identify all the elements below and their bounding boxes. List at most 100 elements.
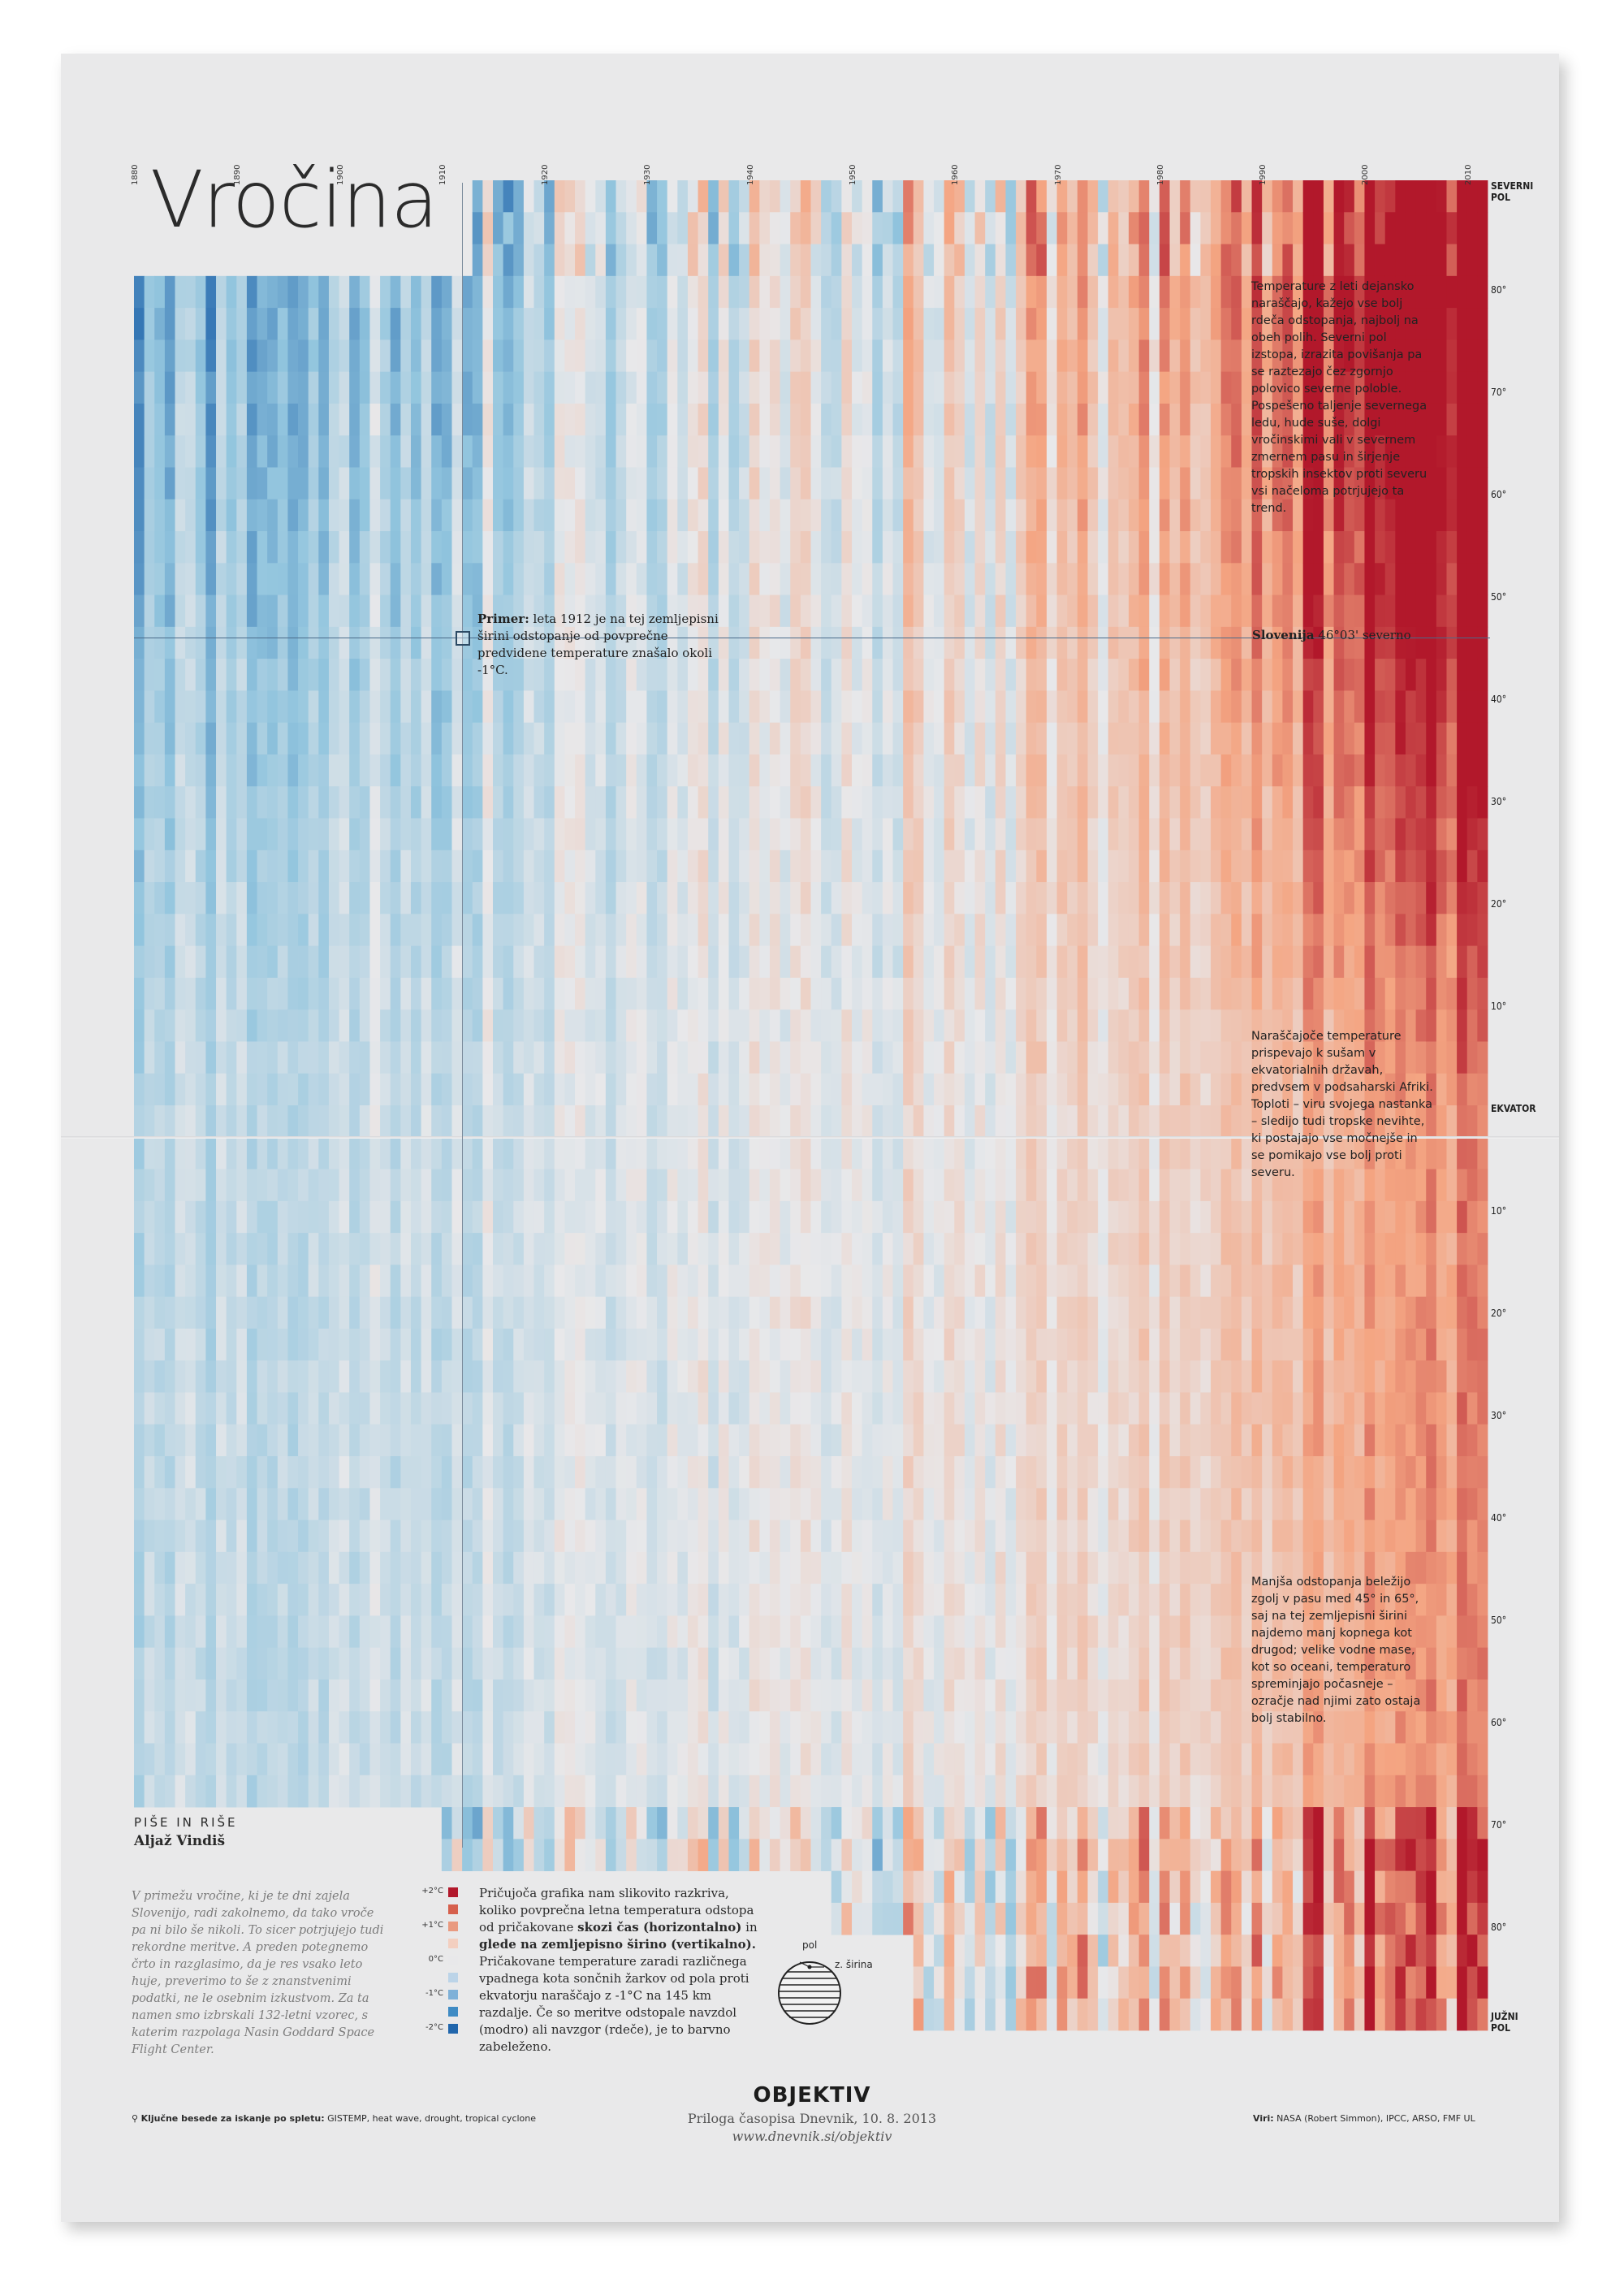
heat-cell — [595, 1743, 607, 1776]
heat-cell — [1005, 1647, 1017, 1680]
heat-cell — [328, 850, 339, 883]
heat-cell — [226, 1743, 237, 1776]
heat-cell — [595, 626, 607, 659]
heat-cell — [493, 594, 504, 628]
heat-cell — [687, 1200, 698, 1234]
heat-cell — [1067, 275, 1078, 309]
heat-cell — [821, 244, 832, 277]
heat-cell — [1056, 722, 1068, 755]
heat-cell — [236, 1200, 248, 1234]
heat-cell — [328, 882, 339, 914]
heat-cell — [892, 563, 904, 595]
heat-cell — [595, 1265, 607, 1298]
heat-cell — [605, 531, 616, 564]
heat-cell — [267, 1520, 279, 1553]
heat-cell — [349, 339, 361, 373]
heat-cell — [1026, 977, 1037, 1010]
heat-cell — [246, 1456, 257, 1489]
heat-cell — [575, 1743, 586, 1776]
heat-cell — [318, 1711, 330, 1744]
heat-cell — [298, 1200, 309, 1234]
heat-cell — [1067, 1775, 1078, 1808]
heat-cell — [687, 659, 698, 691]
heat-cell — [195, 786, 206, 819]
heat-cell — [216, 435, 227, 468]
heat-cell — [1016, 1233, 1027, 1265]
heat-cell — [564, 1360, 576, 1393]
heat-cell — [1067, 212, 1078, 244]
heat-cell — [195, 1073, 206, 1106]
heat-cell — [277, 626, 288, 659]
heat-cell — [892, 945, 904, 979]
heat-cell — [451, 1233, 463, 1265]
heat-cell — [862, 914, 873, 947]
heat-cell — [544, 1647, 555, 1680]
heat-cell — [821, 371, 832, 404]
heat-cell — [236, 467, 248, 500]
heat-cell — [380, 371, 391, 404]
heat-cell — [974, 1584, 986, 1616]
heat-cell — [339, 1711, 350, 1744]
heat-cell — [380, 1424, 391, 1457]
heat-cell — [205, 308, 217, 340]
heat-cell — [595, 914, 607, 947]
heat-cell — [1005, 435, 1017, 468]
heat-cell — [195, 403, 206, 436]
heat-cell — [349, 722, 361, 755]
heat-cell — [472, 659, 483, 691]
heat-cell — [923, 818, 935, 851]
heat-cell — [380, 977, 391, 1010]
heat-cell — [708, 1775, 719, 1808]
heat-cell — [523, 531, 534, 564]
heat-cell — [421, 275, 432, 309]
heat-cell — [872, 1520, 883, 1553]
heat-cell — [903, 1328, 914, 1361]
heat-cell — [934, 1615, 945, 1649]
heat-cell — [277, 435, 288, 468]
heat-cell — [657, 1041, 668, 1074]
heat-cell — [882, 1615, 893, 1649]
heat-cell — [790, 1711, 801, 1744]
heat-cell — [328, 1488, 339, 1520]
heat-cell — [318, 945, 330, 979]
heat-cell — [298, 1679, 309, 1712]
heat-cell — [872, 1073, 883, 1106]
heat-cell — [759, 403, 771, 436]
heat-cell — [698, 1169, 709, 1202]
heat-cell — [882, 1551, 893, 1584]
heat-cell — [769, 690, 781, 724]
heat-cell — [441, 722, 452, 755]
heat-cell — [862, 180, 873, 213]
heat-cell — [195, 435, 206, 468]
heat-cell — [451, 1296, 463, 1329]
heat-cell — [554, 212, 565, 244]
heat-cell — [1005, 1456, 1017, 1489]
heat-cell — [852, 212, 863, 244]
heat-cell — [246, 1137, 257, 1169]
heat-cell — [195, 499, 206, 532]
heat-cell — [503, 1360, 514, 1393]
heat-cell — [954, 1009, 965, 1042]
heat-cell — [852, 1424, 863, 1457]
heat-cell — [585, 244, 596, 277]
heat-cell — [892, 1839, 904, 1872]
heat-cell — [328, 1328, 339, 1361]
heat-cell — [821, 1041, 832, 1074]
heat-cell — [1005, 754, 1017, 787]
heat-cell — [739, 1520, 750, 1553]
heat-cell — [462, 1360, 473, 1393]
heat-cell — [780, 914, 791, 947]
heat-cell — [554, 308, 565, 340]
heat-cell — [380, 1009, 391, 1042]
heat-cell — [1005, 1169, 1017, 1202]
heat-cell — [164, 1584, 175, 1616]
heat-cell — [852, 1902, 863, 1935]
heat-cell — [1087, 1647, 1099, 1680]
heat-cell — [236, 1169, 248, 1202]
heat-cell — [739, 1073, 750, 1106]
heat-cell — [646, 339, 658, 373]
heat-cell — [277, 850, 288, 883]
heat-cell — [626, 594, 637, 628]
heat-cell — [749, 275, 760, 309]
heat-cell — [154, 1328, 166, 1361]
